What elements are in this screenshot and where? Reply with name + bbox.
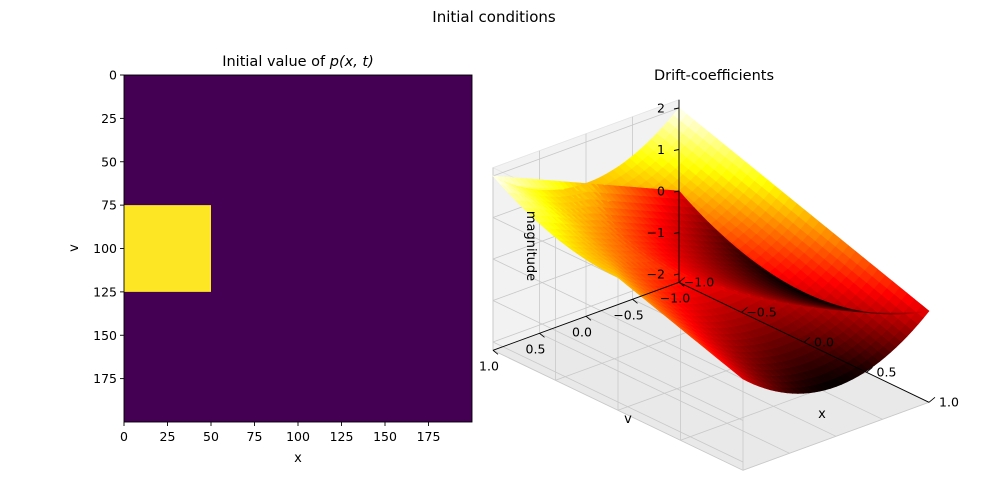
grid-wall-z bbox=[492, 341, 744, 463]
x-tick-label: −1.0 bbox=[684, 274, 714, 289]
x-tick bbox=[678, 276, 686, 283]
v-tick bbox=[678, 281, 685, 287]
v-tick bbox=[585, 315, 592, 321]
heatmap-xlabel: x bbox=[294, 451, 302, 466]
heatmap-x-tick-label: 175 bbox=[417, 429, 441, 444]
v-tick-label: 0.5 bbox=[526, 341, 546, 356]
heatmap-y-tick-label: 175 bbox=[93, 371, 117, 386]
heatmap-y-tick-label: 0 bbox=[109, 68, 117, 83]
grid-floor-x bbox=[742, 401, 930, 471]
x-tick-label: 0.5 bbox=[877, 364, 897, 379]
heatmap-title: Initial value of p(x, t) bbox=[222, 54, 374, 70]
heatmap-y-tick-label: 75 bbox=[101, 198, 117, 213]
surface-chart: Drift-coefficients −1.0−0.50.00.51.0−1.0… bbox=[479, 68, 959, 471]
x-tick bbox=[741, 306, 748, 313]
x-tick-label: 0.0 bbox=[814, 334, 834, 349]
z-tick-label: 2 bbox=[657, 101, 665, 116]
z-tick bbox=[673, 190, 680, 193]
v-tick-label: 0.0 bbox=[572, 324, 592, 339]
surface-title: Drift-coefficients bbox=[654, 68, 774, 84]
surface-ticks: −1.0 −0.5 0.0 0.5 1.0 −1.0 −0.5 0.0 0.5 1.0 −2 −1 0 1… bbox=[479, 99, 959, 409]
v-tick-label: 1.0 bbox=[479, 358, 499, 373]
heatmap-y-tick-label: 50 bbox=[101, 154, 117, 169]
z-tick bbox=[673, 232, 680, 234]
x-tick-label: −0.5 bbox=[746, 304, 776, 319]
grid-floor-v bbox=[492, 349, 744, 471]
x-tick bbox=[928, 396, 936, 403]
v-tick bbox=[492, 349, 499, 355]
heatmap-x-tick-label: 100 bbox=[286, 429, 310, 444]
heatmap-x-tick-label: 0 bbox=[120, 429, 128, 444]
heatmap-ylabel: v bbox=[67, 244, 82, 252]
grid-floor-v bbox=[539, 332, 790, 454]
z-tick-label: −1 bbox=[647, 225, 665, 240]
z-tick-label: −2 bbox=[647, 267, 665, 282]
grid-wall-z bbox=[492, 300, 744, 421]
grid-wall-z bbox=[492, 107, 680, 177]
heatmap-y-tick-label: 150 bbox=[93, 328, 117, 343]
grid-wall-z bbox=[492, 258, 744, 380]
x-tick bbox=[803, 336, 811, 343]
surface-patch-1 bbox=[673, 107, 687, 122]
surface-zlabel: magnitude bbox=[523, 211, 538, 281]
heatmap-region-0 bbox=[124, 205, 211, 292]
heatmap-chart: Initial value of p(x, t) 0 25 50 75 100 125 15… bbox=[67, 54, 473, 466]
surface-ylabel: v bbox=[624, 412, 632, 427]
x-tick bbox=[866, 366, 873, 373]
z-tick bbox=[673, 107, 680, 110]
heatmap-y-tick-label: 25 bbox=[101, 111, 117, 126]
heatmap-y-tick-label: 100 bbox=[93, 241, 117, 256]
heatmap-y-tick-label: 125 bbox=[93, 284, 117, 299]
heatmap-x-ticks: 0 25 50 75 100 125 150 175 bbox=[120, 422, 440, 444]
heatmap-x-tick-label: 75 bbox=[247, 429, 263, 444]
v-tick-label: −1.0 bbox=[660, 290, 690, 305]
figure-suptitle: Initial conditions bbox=[432, 8, 556, 26]
surface-mesh bbox=[492, 107, 930, 394]
heatmap-x-tick-label: 125 bbox=[330, 429, 354, 444]
v-tick bbox=[539, 332, 545, 338]
heatmap-x-tick-label: 50 bbox=[203, 429, 219, 444]
surface-patch-0 bbox=[672, 190, 688, 200]
z-tick-label: 1 bbox=[657, 142, 665, 157]
heatmap-plot-area bbox=[123, 74, 473, 423]
heatmap-x-tick-label: 25 bbox=[160, 429, 176, 444]
heatmap-y-ticks: 0 25 50 75 100 125 150 175 bbox=[93, 68, 124, 386]
surface-xlabel: x bbox=[818, 407, 826, 422]
grid-floor-v bbox=[585, 315, 837, 437]
v-tick bbox=[632, 298, 638, 304]
v-tick-label: −0.5 bbox=[613, 307, 643, 322]
heatmap-x-tick-label: 150 bbox=[373, 429, 397, 444]
x-tick-label: 1.0 bbox=[939, 394, 959, 409]
z-tick bbox=[673, 149, 680, 151]
z-tick-label: 0 bbox=[657, 184, 665, 199]
z-tick bbox=[673, 273, 680, 276]
